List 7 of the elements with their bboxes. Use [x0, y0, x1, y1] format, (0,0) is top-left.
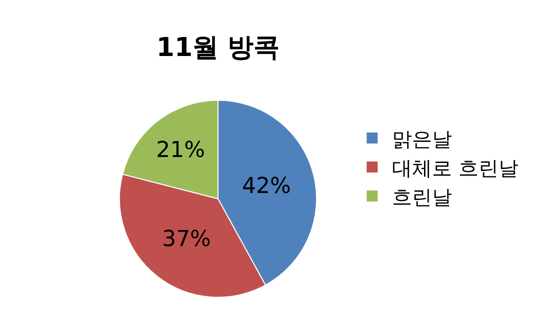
legend-label: 맑은날	[392, 126, 452, 151]
legend-label: 대체로 흐린날	[392, 156, 519, 180]
data-label: 42%	[242, 174, 291, 199]
chart-title: 11월 방콕	[156, 32, 280, 63]
data-label: 37%	[162, 226, 211, 252]
data-label: 21%	[156, 138, 206, 163]
legend-label: 흐린날	[392, 184, 452, 209]
